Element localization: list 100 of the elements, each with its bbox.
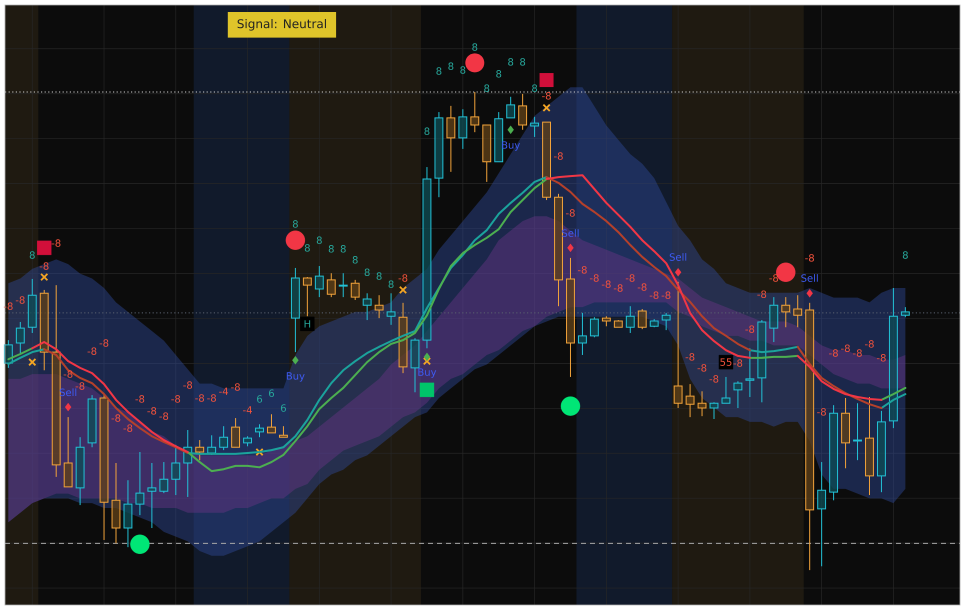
annotation: -8	[135, 395, 144, 403]
text: 8	[484, 84, 490, 92]
annotation: -8	[16, 296, 25, 304]
candlestick	[518, 93, 528, 130]
candlestick	[374, 294, 384, 319]
point	[292, 356, 299, 364]
annotation: -8	[864, 340, 874, 348]
annotation: 8	[30, 251, 35, 259]
annotation: Buy	[418, 368, 436, 378]
candlestick	[314, 266, 324, 298]
annotation: -4	[219, 388, 228, 395]
candlestick	[781, 296, 790, 328]
annotation: -8	[578, 266, 587, 274]
annotation: -8	[183, 381, 192, 389]
annotation: -8	[876, 354, 886, 362]
point	[64, 402, 72, 412]
annotation: -8	[64, 370, 72, 378]
annotation: -8	[602, 280, 611, 288]
candlestick	[338, 272, 348, 298]
point	[674, 268, 682, 276]
annotation: -8	[805, 254, 814, 262]
annotation: -8	[76, 382, 84, 390]
annotation: -8	[841, 344, 850, 352]
annotation: 8	[316, 236, 322, 244]
candlestick	[626, 306, 635, 334]
annotation: -8	[638, 283, 647, 291]
annotation: -8	[40, 262, 49, 270]
candlestick	[147, 462, 156, 529]
annotation: -8	[614, 284, 623, 292]
annotation: -8	[159, 412, 168, 420]
annotation: 8	[340, 245, 346, 253]
point	[776, 262, 796, 282]
candlestick	[171, 444, 180, 496]
annotation: 8	[292, 220, 298, 228]
annotation: 8	[376, 272, 382, 280]
text: 8	[496, 70, 502, 78]
annotation: -8	[769, 274, 778, 282]
annotation: -8	[566, 209, 575, 217]
point	[567, 244, 574, 252]
annotation: -8	[52, 239, 60, 247]
annotation: -8	[662, 291, 670, 299]
annotation: 6	[257, 395, 262, 403]
annotation: -8	[626, 274, 635, 282]
annotation: 8	[304, 244, 310, 252]
point	[422, 357, 432, 366]
annotation: -8	[817, 408, 826, 416]
annotation: 6	[268, 389, 274, 397]
candlestick	[805, 302, 814, 571]
annotation: -8	[231, 383, 240, 391]
text: 8	[532, 84, 538, 92]
candlestick	[28, 278, 37, 334]
annotation: Buy	[286, 372, 305, 382]
annotation: -8	[698, 364, 706, 372]
annotation: -8	[757, 290, 766, 298]
annotation: 55	[720, 358, 732, 366]
annotation: -8	[686, 353, 694, 361]
annotation: -8	[207, 394, 216, 402]
point	[560, 396, 580, 416]
candlestick	[793, 294, 802, 328]
annotation: -8	[554, 152, 563, 160]
candlestick	[817, 462, 826, 567]
candlestick	[386, 292, 396, 326]
text: 8	[460, 66, 466, 74]
chart-title: Signal: Neutral	[238, 18, 326, 31]
text: 8	[520, 58, 526, 66]
point	[37, 240, 52, 256]
candlestick	[745, 348, 754, 398]
point	[398, 286, 408, 294]
annotation: -8	[733, 359, 742, 367]
annotation: -8	[147, 407, 156, 415]
annotation: 8	[902, 251, 908, 259]
annotation: 8	[328, 245, 334, 253]
text: 8	[508, 58, 514, 66]
candlestick	[76, 436, 85, 506]
point	[806, 289, 813, 298]
candlestick	[686, 384, 695, 418]
point	[286, 230, 306, 250]
candlestick	[124, 480, 132, 548]
point	[420, 382, 434, 398]
annotation: -8	[853, 349, 862, 357]
candlestick	[219, 426, 228, 451]
annotation: -8	[709, 375, 718, 383]
text: 8	[436, 67, 442, 75]
point	[28, 358, 36, 366]
candlestick	[865, 396, 874, 496]
candlestick	[52, 284, 61, 478]
candlestick	[841, 397, 850, 469]
annotation: -8	[542, 92, 551, 100]
candlestick	[446, 105, 456, 172]
text: 8	[472, 43, 478, 51]
point	[542, 104, 551, 112]
candlestick	[829, 404, 838, 501]
annotation: 6	[280, 404, 286, 412]
annotation: -8	[171, 395, 180, 403]
annotation: Sell	[670, 253, 686, 261]
annotation: -8	[88, 347, 96, 355]
annotation: 8	[352, 256, 358, 264]
annotation: 8	[388, 280, 394, 288]
annotation: 8	[424, 127, 430, 135]
point	[130, 534, 150, 554]
